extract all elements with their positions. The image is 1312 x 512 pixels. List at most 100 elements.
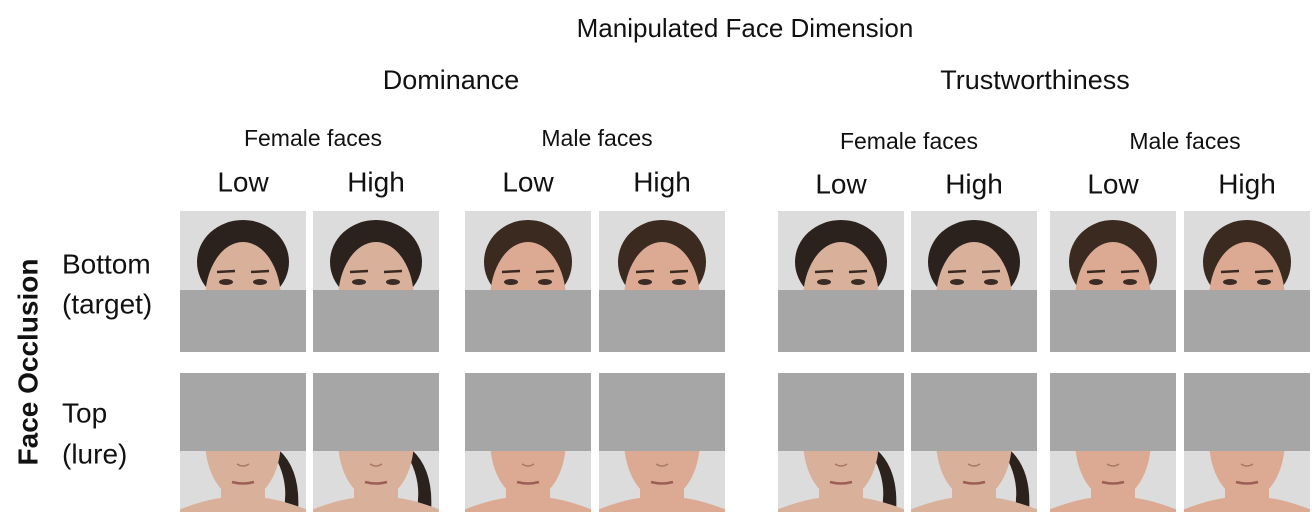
face-image bbox=[180, 211, 306, 352]
nose bbox=[1106, 463, 1120, 467]
eyebrow bbox=[1254, 269, 1274, 274]
eyebrow bbox=[635, 269, 655, 274]
occluder bbox=[599, 373, 725, 451]
face-image bbox=[465, 211, 591, 352]
eyebrow bbox=[848, 269, 868, 274]
shoulders bbox=[911, 498, 1037, 512]
hair-strand bbox=[869, 450, 897, 512]
eye bbox=[638, 279, 652, 285]
mouth bbox=[962, 480, 986, 485]
row-label: Top bbox=[62, 397, 107, 428]
nose bbox=[655, 463, 669, 467]
eyebrow bbox=[1220, 269, 1240, 274]
mouth bbox=[516, 480, 540, 485]
eyebrow bbox=[1120, 269, 1140, 274]
hair-strand bbox=[271, 450, 299, 512]
nose bbox=[1240, 463, 1254, 467]
row-label: Bottom bbox=[62, 248, 151, 279]
nose bbox=[369, 463, 383, 467]
occluder bbox=[911, 373, 1037, 451]
face-image bbox=[778, 211, 904, 352]
eye bbox=[1223, 279, 1237, 285]
mouth bbox=[1101, 480, 1125, 485]
shoulders bbox=[465, 498, 591, 512]
group-label: Male faces bbox=[541, 125, 652, 151]
shoulders bbox=[1184, 498, 1310, 512]
face-image bbox=[778, 373, 904, 512]
group-label: Male faces bbox=[1129, 128, 1240, 154]
level-label: High bbox=[633, 166, 691, 197]
face-image bbox=[313, 373, 439, 512]
eye bbox=[1123, 279, 1137, 285]
eyebrow bbox=[349, 269, 369, 274]
nose bbox=[521, 463, 535, 467]
eyebrow bbox=[947, 269, 967, 274]
nose bbox=[236, 463, 250, 467]
level-label: High bbox=[347, 166, 405, 197]
group-label: Female faces bbox=[840, 128, 978, 154]
occluder bbox=[180, 290, 306, 352]
face-image bbox=[1050, 373, 1176, 512]
figure-title: Manipulated Face Dimension bbox=[577, 13, 914, 43]
eyebrow bbox=[250, 269, 270, 274]
face-image bbox=[911, 373, 1037, 512]
face-image bbox=[911, 211, 1037, 352]
level-label: Low bbox=[502, 166, 554, 197]
eyebrow bbox=[535, 269, 555, 274]
eye bbox=[817, 279, 831, 285]
level-label: Low bbox=[815, 168, 867, 199]
eye bbox=[504, 279, 518, 285]
face-image bbox=[1184, 373, 1310, 512]
eye bbox=[219, 279, 233, 285]
level-label: Low bbox=[217, 166, 269, 197]
level-label: High bbox=[945, 168, 1003, 199]
face-image bbox=[599, 211, 725, 352]
group-label: Female faces bbox=[244, 125, 382, 151]
shoulders bbox=[313, 498, 439, 512]
occluder bbox=[1050, 290, 1176, 352]
occluder bbox=[1184, 290, 1310, 352]
occluder bbox=[1184, 373, 1310, 451]
face-image bbox=[1184, 211, 1310, 352]
eye bbox=[253, 279, 267, 285]
occluder bbox=[778, 373, 904, 451]
shoulders bbox=[1050, 498, 1176, 512]
eye bbox=[1257, 279, 1271, 285]
mouth bbox=[364, 480, 388, 485]
eye bbox=[984, 279, 998, 285]
eye bbox=[950, 279, 964, 285]
eyebrow bbox=[669, 269, 689, 274]
occluder bbox=[465, 373, 591, 451]
hair-strand bbox=[404, 450, 432, 512]
face-image bbox=[599, 373, 725, 512]
occluder bbox=[465, 290, 591, 352]
nose bbox=[967, 463, 981, 467]
eye bbox=[672, 279, 686, 285]
shoulders bbox=[180, 498, 306, 512]
dimension-label: Dominance bbox=[383, 65, 520, 95]
level-label: Low bbox=[1087, 168, 1139, 199]
mouth bbox=[231, 480, 255, 485]
eyebrow bbox=[1086, 269, 1106, 274]
occluder bbox=[778, 290, 904, 352]
shoulders bbox=[599, 498, 725, 512]
occluder bbox=[1050, 373, 1176, 451]
eyebrow bbox=[216, 269, 236, 274]
row-label: (target) bbox=[62, 288, 152, 319]
hair-strand bbox=[1002, 450, 1030, 512]
eye bbox=[352, 279, 366, 285]
eye bbox=[538, 279, 552, 285]
occluder bbox=[313, 373, 439, 451]
y-label: Face Occlusion bbox=[12, 259, 43, 466]
nose bbox=[834, 463, 848, 467]
occluder bbox=[599, 290, 725, 352]
face-image bbox=[313, 211, 439, 352]
level-label: High bbox=[1218, 168, 1276, 199]
eyebrow bbox=[501, 269, 521, 274]
occluder bbox=[313, 290, 439, 352]
eyebrow bbox=[981, 269, 1001, 274]
face-image bbox=[465, 373, 591, 512]
face-image bbox=[180, 373, 306, 512]
mouth bbox=[1235, 480, 1259, 485]
